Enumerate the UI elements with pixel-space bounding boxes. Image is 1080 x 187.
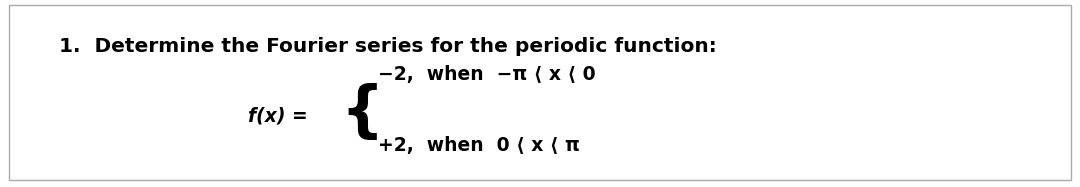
FancyBboxPatch shape: [9, 5, 1071, 180]
Text: 1.  Determine the Fourier series for the periodic function:: 1. Determine the Fourier series for the …: [59, 37, 717, 56]
Text: {: {: [340, 83, 383, 142]
Text: +2,  when  0 ⟨ x ⟨ π: +2, when 0 ⟨ x ⟨ π: [378, 136, 580, 155]
Text: −2,  when  −π ⟨ x ⟨ 0: −2, when −π ⟨ x ⟨ 0: [378, 65, 596, 84]
Text: f(x) =: f(x) =: [248, 106, 308, 125]
